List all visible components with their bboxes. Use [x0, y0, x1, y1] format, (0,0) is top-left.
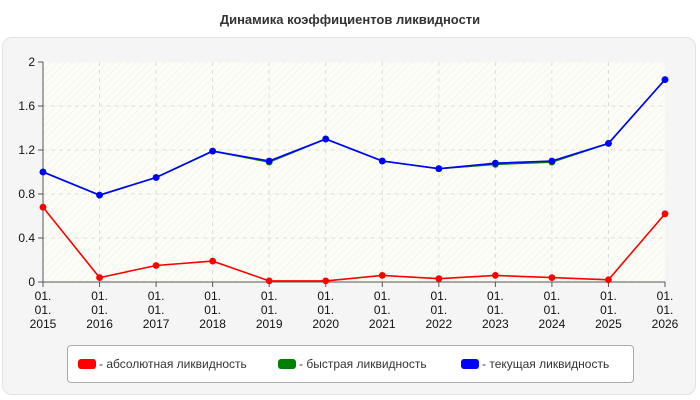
y-tick-label: 0: [28, 275, 35, 289]
series-current: [39, 76, 669, 199]
data-point: [209, 257, 217, 265]
y-tick-label: 1.6: [18, 99, 35, 113]
x-tick-label: 01. 01. 2021: [369, 289, 396, 331]
data-point: [152, 174, 160, 181]
data-point: [491, 159, 499, 167]
series-layer: [39, 76, 669, 285]
legend-item-absolute[interactable]: - абсолютная ликвидность: [78, 357, 247, 371]
x-tick-label: 01. 01. 2026: [652, 289, 679, 331]
legend-label-absolute: - абсолютная ликвидность: [99, 357, 247, 371]
data-point: [39, 168, 47, 176]
y-tick-label: 0.8: [18, 187, 35, 201]
x-tick-label: 01. 01. 2018: [199, 289, 226, 331]
y-tick-label: 2: [28, 55, 35, 69]
legend-item-quick[interactable]: - быстрая ликвидность: [278, 357, 427, 371]
x-tick-label: 01. 01. 2019: [256, 289, 283, 331]
x-tick-label: 01. 01. 2020: [312, 289, 339, 331]
data-point: [548, 157, 556, 165]
chart-title: Динамика коэффициентов ликвидности: [219, 12, 481, 27]
data-point: [265, 277, 273, 285]
data-point: [265, 157, 273, 165]
x-tick-label: 01. 01. 2025: [595, 289, 622, 331]
data-point: [491, 272, 499, 279]
data-point: [152, 262, 160, 269]
legend-label-current: - текущая ликвидность: [482, 357, 610, 371]
x-tick-label: 01. 01. 2023: [482, 289, 509, 331]
data-point: [322, 277, 330, 285]
x-tick-label: 01. 01. 2017: [143, 289, 170, 331]
data-point: [548, 274, 556, 281]
x-tick-label: 01. 01. 2015: [30, 289, 57, 331]
data-point: [378, 157, 386, 165]
legend-item-current[interactable]: - текущая ликвидность: [461, 357, 609, 371]
plot-area: [43, 62, 665, 282]
x-tick-label: 01. 01. 2016: [86, 289, 113, 331]
x-tick-label: 01. 01. 2024: [539, 289, 566, 331]
data-point: [96, 274, 103, 281]
data-point: [96, 191, 103, 199]
series-absolute: [39, 203, 669, 285]
data-point: [435, 165, 443, 173]
data-point: [435, 275, 443, 283]
data-point: [322, 135, 330, 143]
y-tick-label: 0.4: [18, 231, 35, 245]
data-point: [605, 276, 612, 284]
series-line-absolute: [42, 206, 666, 282]
data-point: [661, 210, 669, 218]
data-point: [605, 140, 612, 147]
data-point: [378, 272, 386, 279]
legend-swatch-current: [461, 359, 479, 369]
tick-labels: 0 0.4 0.8 1.2 1.6 2 01. 01. 2015 01. 01. 2016 01. 01.…: [18, 55, 678, 331]
data-point: [209, 147, 217, 155]
y-tick-label: 1.2: [18, 143, 35, 157]
data-point: [39, 203, 47, 211]
chart-legend: - абсолютная ликвидность - быстрая ликви…: [67, 345, 634, 383]
legend-swatch-absolute: [78, 359, 96, 369]
x-tick-label: 01. 01. 2022: [425, 289, 452, 331]
series-line-current: [42, 79, 666, 196]
data-point: [661, 76, 669, 83]
legend-label-quick: - быстрая ликвидность: [299, 357, 427, 371]
legend-swatch-quick: [278, 359, 296, 369]
